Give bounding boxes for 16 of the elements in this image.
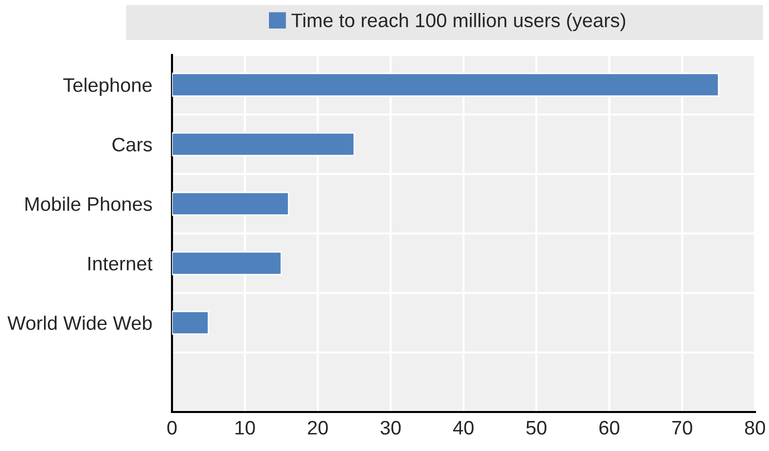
x-tick-label: 20 — [308, 420, 328, 435]
y-tick-label: Mobile Phones — [26, 196, 152, 211]
x-tick-label: 60 — [599, 420, 620, 435]
y-tick-label: Cars — [112, 138, 152, 152]
y-tick-label: World Wide Web — [7, 316, 152, 330]
x-tick-label: 10 — [236, 420, 255, 435]
x-tick-label: 0 — [167, 420, 177, 435]
x-tick-label: 30 — [380, 420, 401, 435]
x-tick-label: 70 — [672, 420, 692, 435]
y-tick-label: Telephone — [63, 78, 152, 96]
x-tick-label: 80 — [745, 420, 766, 435]
bar — [172, 310, 210, 335]
x-tick-label: 40 — [453, 420, 474, 435]
y-tick-label: Internet — [88, 256, 152, 270]
x-tick-label: 50 — [526, 420, 546, 435]
legend-label: Time to reach 100 million users (years) — [291, 12, 626, 32]
